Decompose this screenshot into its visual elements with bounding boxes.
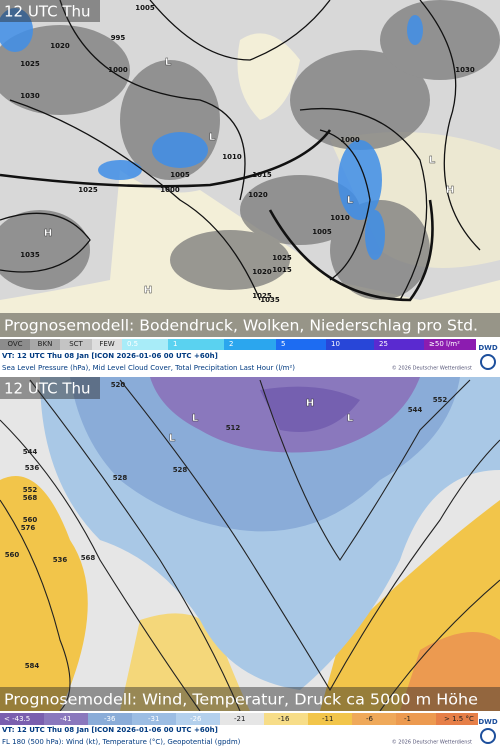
map-label: H	[144, 285, 152, 296]
logo-ring	[480, 728, 496, 744]
legend-bar-1	[0, 337, 500, 377]
time-label: 12 UTC Thu	[4, 3, 91, 21]
map-label: 584	[25, 662, 40, 670]
map-label: 1005	[312, 228, 332, 236]
legend-label: 25	[379, 340, 388, 348]
map-label: 1035	[260, 296, 280, 304]
map-label: 560	[5, 551, 20, 559]
map-label: 576	[21, 524, 36, 532]
map-label: 1015	[272, 266, 292, 274]
map-label: 568	[23, 494, 38, 502]
title-box	[0, 313, 500, 337]
time-box	[0, 377, 100, 399]
map-label: 1000	[108, 66, 128, 74]
legend-label: 2	[229, 340, 233, 348]
map-label: 536	[53, 556, 68, 564]
map-label: 1005	[170, 171, 190, 179]
map-label: 528	[173, 466, 188, 474]
legend-label: 1	[173, 340, 177, 348]
map-label: L	[169, 433, 176, 444]
legend-label: -36	[104, 715, 116, 723]
legend-label: -21	[234, 715, 245, 723]
title-box	[0, 687, 500, 711]
legend-label: FEW	[99, 340, 114, 348]
copyright: © 2026 Deutscher Wetterdienst	[392, 739, 472, 746]
map-label: L	[192, 413, 199, 424]
map-label: H	[446, 185, 454, 196]
map-label: 1000	[160, 186, 180, 194]
map-label: 1010	[330, 214, 350, 222]
legend-label: -11	[322, 715, 333, 723]
legend-label: -41	[60, 715, 71, 723]
map-label: 544	[408, 406, 423, 414]
map-label: H	[306, 398, 314, 409]
legend-label: -6	[366, 715, 374, 723]
map-label: 536	[25, 464, 40, 472]
legend-label: > 1.5 °C	[444, 715, 474, 723]
map-label: 1025	[20, 60, 40, 68]
map-label: 568	[81, 554, 96, 562]
map-label: L	[347, 413, 354, 424]
legend-label: BKN	[38, 340, 53, 348]
map-label: 1000	[340, 136, 360, 144]
map-label: 520	[111, 381, 126, 389]
legend-label: -16	[278, 715, 290, 723]
map-label: 1020	[252, 268, 272, 276]
upper-air-map	[0, 377, 500, 711]
pressure-map	[0, 0, 500, 337]
map-label: 1035	[20, 251, 40, 259]
map-label: L	[165, 57, 172, 68]
time-label: 12 UTC Thu	[4, 380, 91, 398]
description: FL 180 (500 hPa): Wind (kt), Temperature…	[2, 738, 241, 746]
map-label: 1030	[455, 66, 475, 74]
valid-time: VT: 12 UTC Thu 08 Jan [ICON 2026-01-06 0…	[2, 726, 218, 734]
legend-label: ≥50 l/m²	[429, 340, 460, 348]
time-box	[0, 0, 100, 22]
map-label: 560	[23, 516, 38, 524]
map-label: 1015	[252, 171, 272, 179]
map-label: 1020	[248, 191, 268, 199]
legend-label: -1	[404, 715, 411, 723]
map-label: 1020	[50, 42, 70, 50]
map-label: 1005	[135, 4, 155, 12]
map-label: 528	[113, 474, 128, 482]
legend-label: 0.5	[127, 340, 138, 348]
legend-label: OVC	[7, 340, 22, 348]
valid-time: VT: 12 UTC Thu 08 Jan [ICON 2026-01-06 0…	[2, 352, 218, 360]
legend-label: 10	[331, 340, 340, 348]
map-label: 1025	[272, 254, 292, 262]
map-label: L	[429, 155, 436, 166]
map-title: Prognosemodell: Bodendruck, Wolken, Nied…	[4, 317, 478, 335]
map-label: L	[347, 195, 354, 206]
description: Sea Level Pressure (hPa), Mid Level Clou…	[2, 364, 295, 372]
map-label: 1025	[252, 292, 272, 300]
map-label: 552	[23, 486, 38, 494]
logo-ring	[480, 354, 496, 370]
legend-label: SCT	[69, 340, 83, 348]
map-label: 512	[226, 424, 241, 432]
legend-label: -26	[190, 715, 202, 723]
map-label: 1010	[222, 153, 242, 161]
map-label: 1030	[20, 92, 40, 100]
logo: DWD	[478, 344, 498, 352]
map-label: 995	[111, 34, 126, 42]
logo: DWD	[478, 718, 498, 726]
legend-bar-2	[0, 711, 500, 750]
legend-label: 5	[281, 340, 285, 348]
map-title: Prognosemodell: Wind, Temperatur, Druck …	[4, 691, 478, 709]
map-label: H	[44, 228, 52, 239]
copyright: © 2026 Deutscher Wetterdienst	[392, 365, 472, 372]
legend-label: -31	[148, 715, 159, 723]
map-label: L	[209, 132, 216, 143]
map-label: 544	[23, 448, 38, 456]
legend-label: < -43.5	[4, 715, 30, 723]
map-label: 1025	[78, 186, 98, 194]
map-label: 552	[433, 396, 448, 404]
